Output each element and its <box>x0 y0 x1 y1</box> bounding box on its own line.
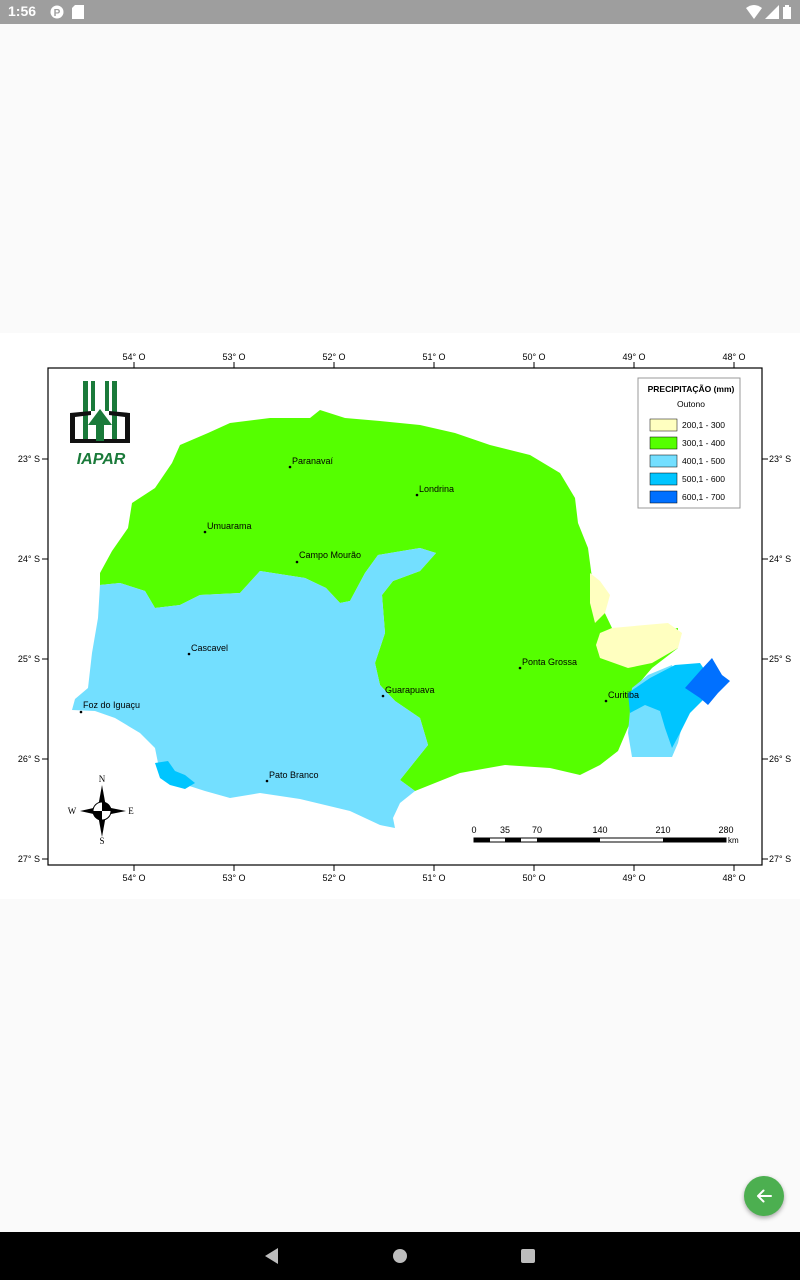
scale-tick: 280 <box>718 825 733 835</box>
scale-tick: 35 <box>500 825 510 835</box>
region-500-600-sw <box>155 761 195 789</box>
lon-label-bottom: 52° O <box>322 873 345 883</box>
lon-label-bottom: 54° O <box>122 873 145 883</box>
arrow-left-icon <box>757 1189 772 1203</box>
lon-label-bottom: 51° O <box>422 873 445 883</box>
city-label: Umuarama <box>207 521 252 531</box>
compass-w: W <box>68 806 77 816</box>
legend-swatch <box>649 418 678 432</box>
sd-card-icon <box>72 5 84 19</box>
region-400-500 <box>72 548 436 828</box>
status-time: 1:56 <box>8 3 37 19</box>
compass-rose-icon: N S W E <box>68 774 135 846</box>
legend: PRECIPITAÇÃO (mm) Outono 200,1 - 300 300… <box>637 377 741 509</box>
lat-ticks <box>42 458 768 860</box>
lon-label-top: 53° O <box>222 352 245 362</box>
legend-label: 400,1 - 500 <box>682 456 725 466</box>
lon-label-bottom: 50° O <box>522 873 545 883</box>
city-label: Paranavaí <box>292 456 334 466</box>
lon-label-top: 49° O <box>622 352 645 362</box>
city-label: Ponta Grossa <box>522 657 577 667</box>
legend-label: 300,1 - 400 <box>682 438 725 448</box>
lat-label-left: 25° S <box>18 654 40 664</box>
legend-swatch <box>649 472 678 486</box>
legend-swatch <box>649 490 678 504</box>
compass-s: S <box>99 836 104 846</box>
lon-label-top: 51° O <box>422 352 445 362</box>
scale-tick: 0 <box>471 825 476 835</box>
city-label: Londrina <box>419 484 454 494</box>
scale-tick: 140 <box>592 825 607 835</box>
legend-label: 500,1 - 600 <box>682 474 725 484</box>
lon-label-top: 52° O <box>322 352 345 362</box>
signal-icon <box>765 5 779 19</box>
home-circle-icon[interactable] <box>388 1244 412 1268</box>
legend-subtitle: Outono <box>677 399 705 409</box>
lon-label-bottom: 53° O <box>222 873 245 883</box>
legend-swatch <box>649 454 678 468</box>
lat-label-right: 26° S <box>769 754 791 764</box>
region-200-300 <box>590 573 610 623</box>
svg-text:P: P <box>54 8 61 19</box>
back-fab-button[interactable] <box>744 1176 784 1216</box>
scale-bar: 0 35 70 140 210 280 km <box>471 825 739 845</box>
city-label: Campo Mourão <box>299 550 361 560</box>
compass-e: E <box>128 806 134 816</box>
compass-n: N <box>99 774 106 784</box>
status-bar: 1:56 P <box>0 0 800 24</box>
legend-label: 200,1 - 300 <box>682 420 725 430</box>
iapar-logo-text: IAPAR <box>77 451 126 468</box>
lon-label-bottom: 48° O <box>722 873 745 883</box>
lon-label-top: 48° O <box>722 352 745 362</box>
recents-square-icon[interactable] <box>516 1244 540 1268</box>
lon-label-top: 50° O <box>522 352 545 362</box>
lat-label-right: 25° S <box>769 654 791 664</box>
iapar-logo: IAPAR <box>70 381 130 468</box>
city-label: Foz do Iguaçu <box>83 700 140 710</box>
region-200-300-east <box>596 623 682 668</box>
legend-swatch <box>649 436 678 450</box>
lon-label-bottom: 49° O <box>622 873 645 883</box>
city-label: Cascavel <box>191 643 228 653</box>
lon-label-top: 54° O <box>122 352 145 362</box>
map-image-viewer[interactable]: 54° O 53° O 52° O 51° O 50° O 49° O 48° … <box>0 333 800 899</box>
lat-label-right: 23° S <box>769 454 791 464</box>
legend-title: PRECIPITAÇÃO (mm) <box>648 384 735 394</box>
lat-label-left: 26° S <box>18 754 40 764</box>
legend-label: 600,1 - 700 <box>682 492 725 502</box>
lat-label-left: 27° S <box>18 854 40 864</box>
city-label: Guarapuava <box>385 685 435 695</box>
wifi-icon <box>746 5 762 19</box>
battery-icon <box>783 5 791 19</box>
city-label: Pato Branco <box>269 770 319 780</box>
lat-label-right: 27° S <box>769 854 791 864</box>
navigation-bar <box>0 1232 800 1280</box>
region-300-400 <box>100 410 678 791</box>
scale-unit: km <box>728 836 739 845</box>
notification-p-icon: P <box>50 5 64 19</box>
lat-label-right: 24° S <box>769 554 791 564</box>
scale-tick: 70 <box>532 825 542 835</box>
precipitation-map: 54° O 53° O 52° O 51° O 50° O 49° O 48° … <box>18 352 791 883</box>
city-label: Curitiba <box>608 690 639 700</box>
city-markers: Paranavaí Londrina Umuarama Campo Mourão… <box>79 456 639 783</box>
lat-label-left: 23° S <box>18 454 40 464</box>
lat-label-left: 24° S <box>18 554 40 564</box>
scale-tick: 210 <box>655 825 670 835</box>
region-600-700 <box>685 658 730 705</box>
lon-ticks <box>133 362 735 871</box>
back-triangle-icon[interactable] <box>260 1244 284 1268</box>
